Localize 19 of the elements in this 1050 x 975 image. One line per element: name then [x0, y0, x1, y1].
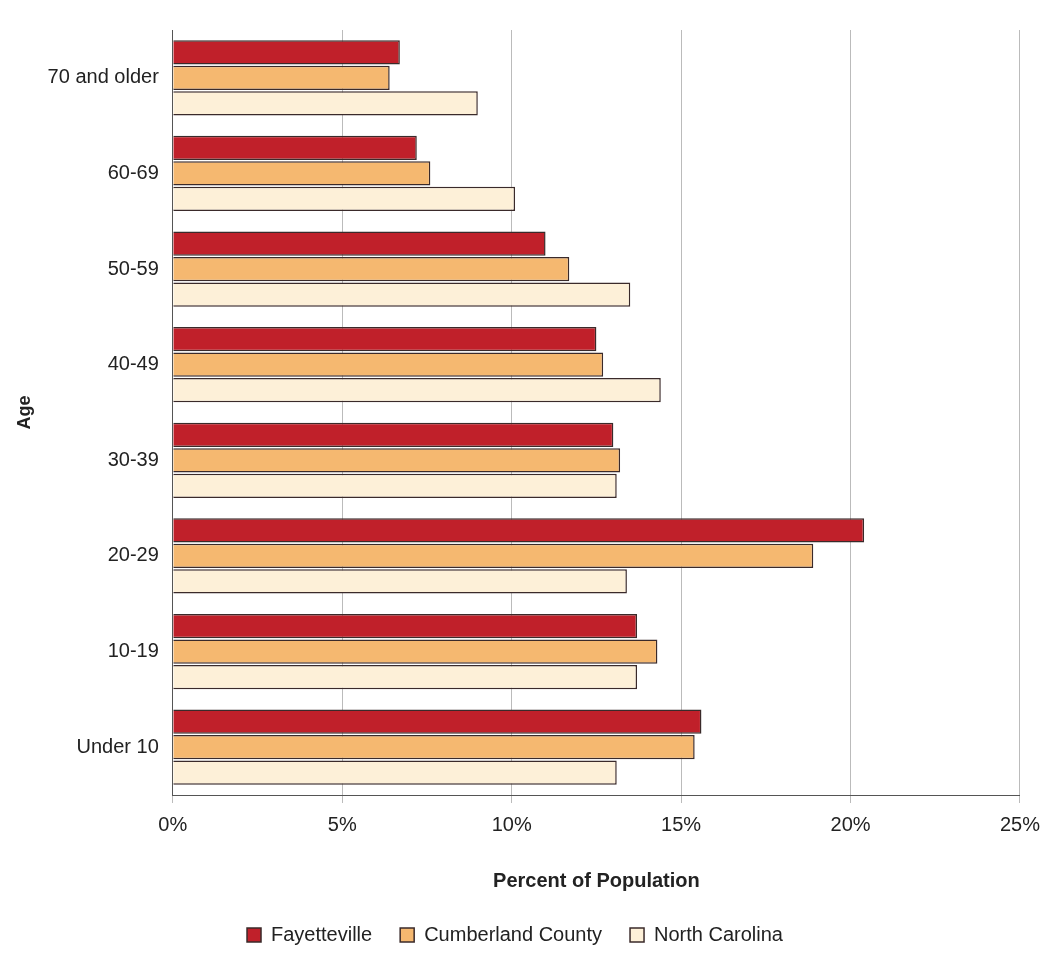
x-tick-label: 0% — [158, 812, 188, 835]
y-tick-label: 30-39 — [107, 447, 159, 470]
legend-label: Fayetteville — [271, 922, 373, 945]
x-axis-title: Percent of Population — [493, 868, 700, 891]
x-tick-label: 10% — [491, 812, 532, 835]
legend-label: North Carolina — [654, 922, 784, 945]
legend-label: Cumberland County — [424, 922, 603, 945]
y-tick-label: 50-59 — [107, 256, 159, 279]
x-tick-label: 5% — [327, 812, 357, 835]
x-tick-label: 25% — [999, 812, 1041, 835]
y-axis-title: Age — [13, 395, 34, 430]
y-tick-label: 70 and older — [47, 65, 160, 88]
y-tick-label: 60-69 — [107, 160, 159, 183]
x-tick-label: 15% — [661, 812, 702, 835]
y-tick-label: Under 10 — [76, 734, 159, 757]
y-tick-label: 40-49 — [107, 352, 159, 375]
x-tick-label: 20% — [830, 812, 871, 835]
y-tick-label: 10-19 — [107, 639, 159, 662]
y-tick-label: 20-29 — [107, 543, 159, 566]
